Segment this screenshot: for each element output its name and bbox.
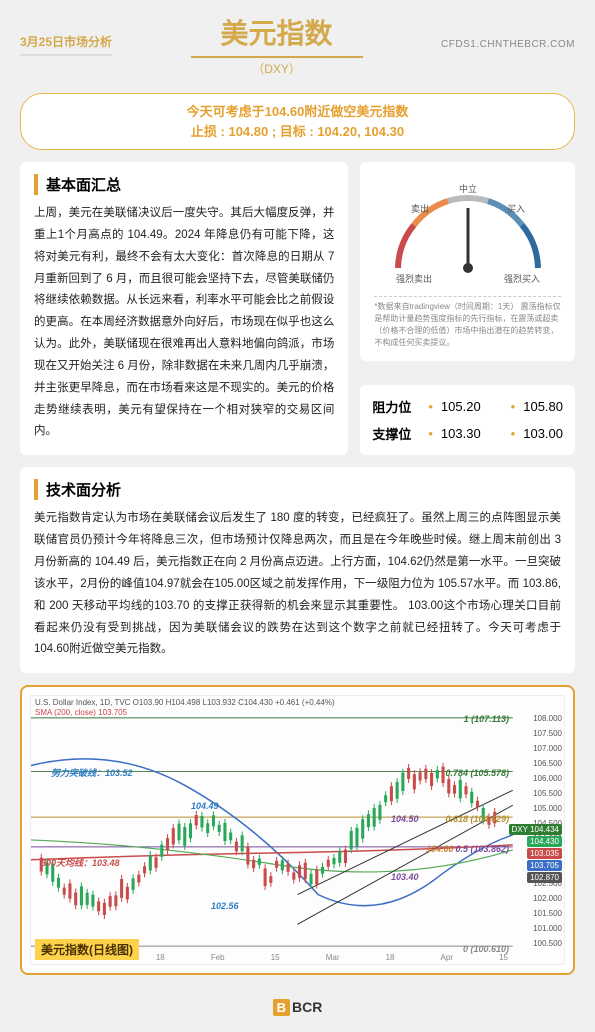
- resistance-v1: 105.20: [428, 399, 480, 414]
- fundamental-panel: 基本面汇总 上周，美元在美联储决议后一度失守。其后大幅度反弹，并重上1个月高点的…: [20, 162, 348, 455]
- gauge-panel: 中立 卖出 买入 强烈卖出 强烈买入 *数据来自tradingview（时间周期…: [360, 162, 575, 361]
- ann-10449: 104.49: [191, 801, 219, 811]
- x-tick: 15: [499, 953, 508, 962]
- chart-panel: U.S. Dollar Index, 1D, TVC O103.90 H104.…: [20, 685, 575, 975]
- y-tick: 100.500: [533, 939, 562, 948]
- x-tick: Feb: [211, 953, 225, 962]
- y-tick: 101.000: [533, 924, 562, 933]
- x-tick: 18: [386, 953, 395, 962]
- technical-body: 美元指数肯定认为市场在美联储会议后发生了 180 度的转变，已经疯狂了。虽然上周…: [34, 508, 561, 661]
- fundamental-body: 上周，美元在美联储决议后一度失守。其后大幅度反弹，并重上1个月高点的 104.4…: [34, 203, 334, 443]
- ann-10450: 104.50: [391, 814, 419, 824]
- gauge-label-neutral: 中立: [459, 183, 477, 194]
- support-v2: 103.00: [511, 426, 563, 441]
- brand-name: BCR: [292, 999, 322, 1015]
- support-row: 支撑位 103.30 103.00: [372, 420, 563, 447]
- support-v1: 103.30: [428, 426, 480, 441]
- price-tag: 103.705: [527, 860, 562, 871]
- x-tick: 18: [156, 953, 165, 962]
- top-row: 基本面汇总 上周，美元在美联储决议后一度失守。其后大幅度反弹，并重上1个月高点的…: [20, 162, 575, 455]
- recommendation-box: 今天可考虑于104.60附近做空美元指数 止损 : 104.80 ; 目标 : …: [20, 93, 575, 150]
- levels-panel: 阻力位 105.20 105.80 支撑位 103.30 103.00: [360, 385, 575, 455]
- fib-0784: 0.784 (105.578): [445, 768, 509, 778]
- x-tick: Mar: [326, 953, 340, 962]
- ann-10400: 104.00: [426, 844, 454, 854]
- ann-300d: 300天均线：103.48: [41, 856, 120, 869]
- page-title: 美元指数: [191, 12, 363, 58]
- gauge-label-strong-sell: 强烈卖出: [396, 273, 432, 284]
- ann-10256: 102.56: [211, 901, 239, 911]
- footer: BBCR: [0, 987, 595, 1032]
- y-tick: 105.000: [533, 804, 562, 813]
- ann-10340: 103.40: [391, 872, 419, 882]
- title-block: 美元指数 （DXY）: [112, 12, 441, 77]
- support-label: 支撑位: [372, 424, 428, 443]
- resistance-label: 阻力位: [372, 397, 428, 416]
- resistance-row: 阻力位 105.20 105.80: [372, 393, 563, 420]
- page: 3月25日市场分析 美元指数 （DXY） CFDS1.CHNTHEBCR.COM…: [0, 0, 595, 1032]
- fib-05: 0.5 (103.862): [455, 844, 509, 854]
- chart-caption: 美元指数(日线图): [35, 939, 139, 960]
- y-tick: 102.000: [533, 894, 562, 903]
- price-chart: U.S. Dollar Index, 1D, TVC O103.90 H104.…: [30, 695, 565, 965]
- reco-line-2: 止损 : 104.80 ; 目标 : 104.20, 104.30: [31, 122, 564, 142]
- site-url: CFDS1.CHNTHEBCR.COM: [441, 39, 575, 50]
- gauge-label-buy: 买入: [507, 204, 525, 214]
- y-tick: 107.000: [533, 744, 562, 753]
- fib-1: 1 (107.113): [464, 714, 509, 724]
- price-tag: DXY 104.434: [509, 824, 562, 835]
- logo-icon: B: [273, 999, 290, 1016]
- gauge-label-strong-buy: 强烈买入: [504, 274, 540, 284]
- y-tick: 108.000: [533, 714, 562, 723]
- ann-break: 努力突破线：103.52: [51, 766, 133, 779]
- price-tag: 103.035: [527, 848, 562, 859]
- x-tick: 15: [271, 953, 280, 962]
- price-tag: 104.430: [527, 836, 562, 847]
- price-tag: 102.870: [527, 872, 562, 883]
- page-subtitle: （DXY）: [112, 60, 441, 77]
- reco-line-1: 今天可考虑于104.60附近做空美元指数: [31, 102, 564, 122]
- fundamental-title: 基本面汇总: [34, 174, 334, 195]
- y-tick: 107.500: [533, 729, 562, 738]
- y-tick: 101.500: [533, 909, 562, 918]
- resistance-v2: 105.80: [511, 399, 563, 414]
- y-tick: 106.500: [533, 759, 562, 768]
- y-tick: 106.000: [533, 774, 562, 783]
- gauge-label-sell: 卖出: [411, 203, 429, 214]
- fib-0618: 0.618 (104.629): [445, 814, 509, 824]
- gauge-note: *数据来自tradingview（时间周期：1天） 震荡指标仅是帮助计量趋势强度…: [374, 296, 561, 349]
- gauge-chart: 中立 卖出 买入 强烈卖出 强烈买入: [374, 174, 561, 292]
- technical-title: 技术面分析: [34, 479, 561, 500]
- header: 3月25日市场分析 美元指数 （DXY） CFDS1.CHNTHEBCR.COM: [0, 0, 595, 81]
- x-tick: Apr: [441, 953, 453, 962]
- y-tick: 105.500: [533, 789, 562, 798]
- technical-panel: 技术面分析 美元指数肯定认为市场在美联储会议后发生了 180 度的转变，已经疯狂…: [20, 467, 575, 673]
- date-label: 3月25日市场分析: [20, 33, 112, 56]
